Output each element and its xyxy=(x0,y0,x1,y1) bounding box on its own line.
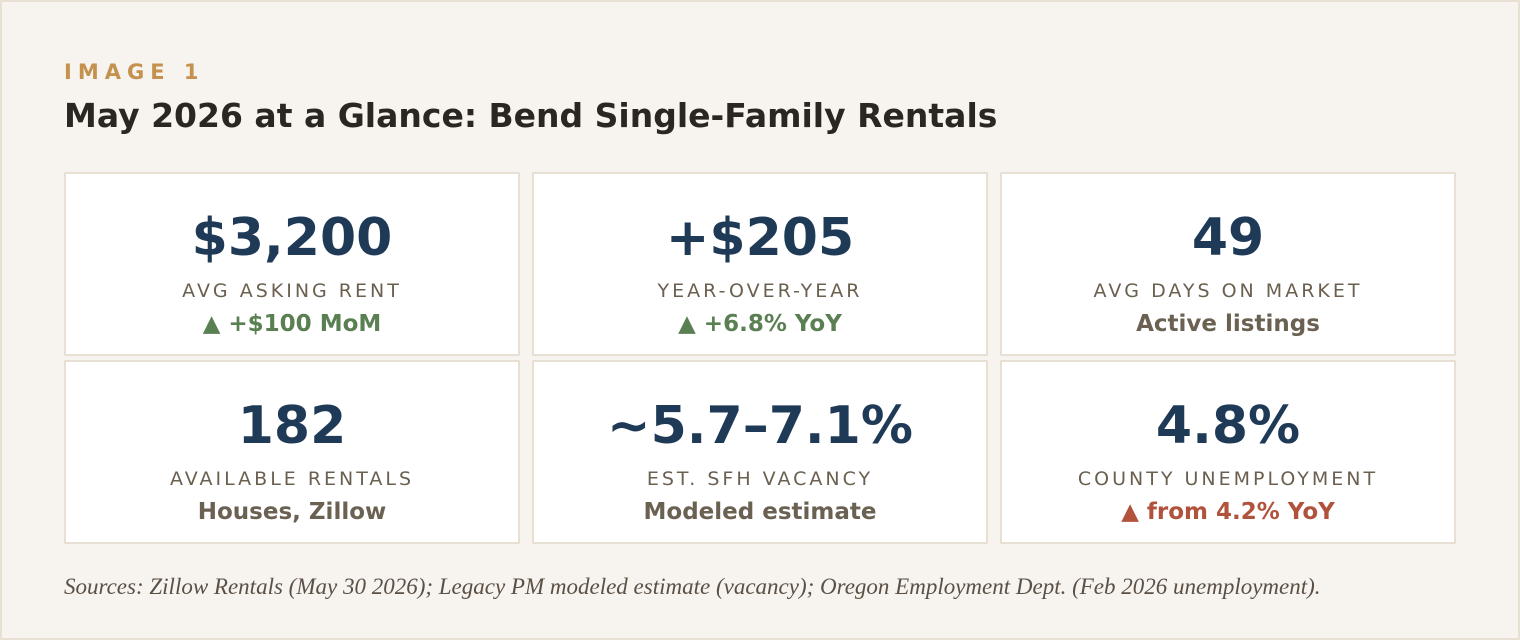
eyebrow: IMAGE 1 xyxy=(64,60,205,84)
title: May 2026 at a Glance: Bend Single-Family… xyxy=(64,96,998,135)
stat-label: EST. SFH VACANCY xyxy=(646,468,874,490)
card-grid: $3,200 AVG ASKING RENT ▲ +$100 MoM +$205 YEA… xyxy=(64,172,1458,544)
stat-card: ~5.7–7.1% EST. SFH VACANCY Modeled estimat… xyxy=(532,360,988,544)
stat-note: ▲ +6.8% YoY xyxy=(678,311,842,337)
stat-label: COUNTY UNEMPLOYMENT xyxy=(1077,468,1379,490)
stat-value: $3,200 xyxy=(191,208,393,268)
stat-value: 49 xyxy=(1191,208,1265,268)
stat-note: Active listings xyxy=(1136,311,1320,337)
stat-value: 4.8% xyxy=(1155,396,1301,456)
stat-note: ▲ +$100 MoM xyxy=(202,311,382,337)
stat-label: AVAILABLE RENTALS xyxy=(169,468,415,490)
stat-card: $3,200 AVG ASKING RENT ▲ +$100 MoM xyxy=(64,172,520,356)
stat-value: 182 xyxy=(237,396,347,456)
stat-card: 4.8% COUNTY UNEMPLOYMENT ▲ from 4.2% YoY xyxy=(1000,360,1456,544)
stat-note: ▲ from 4.2% YoY xyxy=(1121,499,1335,525)
stat-note: Houses, Zillow xyxy=(197,499,387,525)
stat-label: AVG ASKING RENT xyxy=(182,280,402,302)
stat-note: Modeled estimate xyxy=(643,499,877,525)
stat-value: ~5.7–7.1% xyxy=(607,396,913,456)
stat-value: +$205 xyxy=(665,208,855,268)
stat-card: 49 AVG DAYS ON MARKET Active listings xyxy=(1000,172,1456,356)
stat-label: AVG DAYS ON MARKET xyxy=(1093,280,1363,302)
sources: Sources: Zillow Rentals (May 30 2026); L… xyxy=(64,574,1321,599)
stat-label: YEAR-OVER-YEAR xyxy=(657,280,863,302)
stat-card: 182 AVAILABLE RENTALS Houses, Zillow xyxy=(64,360,520,544)
stat-card: +$205 YEAR-OVER-YEAR ▲ +6.8% YoY xyxy=(532,172,988,356)
